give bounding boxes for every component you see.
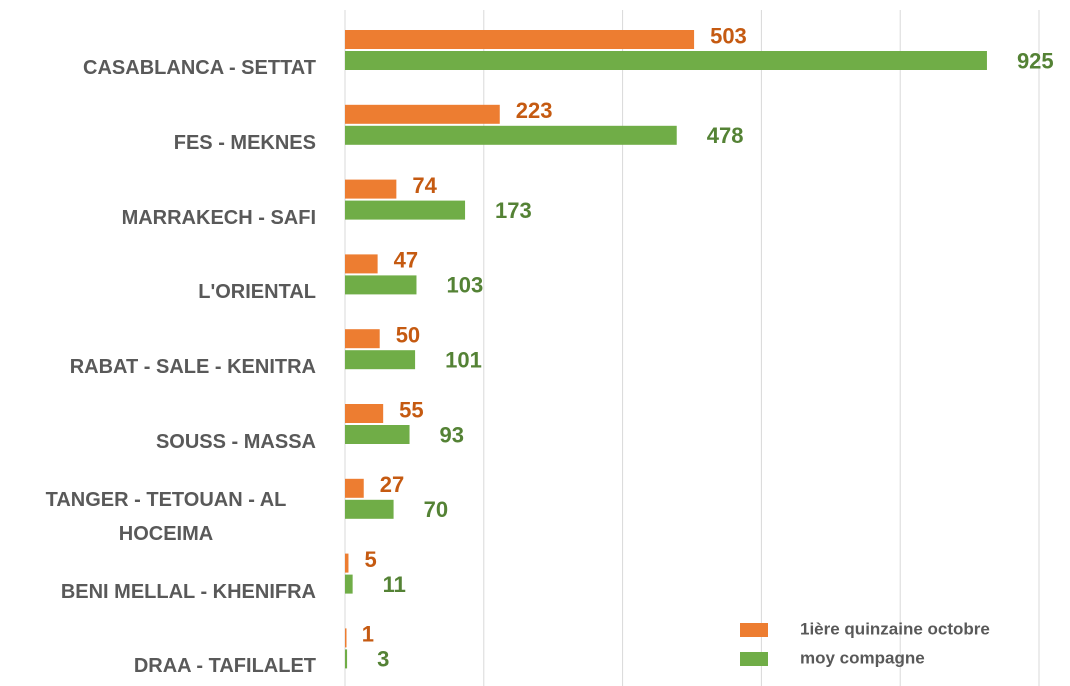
value-label: 103 xyxy=(446,273,483,298)
legend-label: 1ière quinzaine octobre xyxy=(800,619,990,638)
value-label: 27 xyxy=(380,472,404,497)
category-text: BENI MELLAL - KHENIFRA xyxy=(60,580,316,603)
bar xyxy=(345,104,500,124)
category-text: MARRAKECH - SAFI xyxy=(121,206,316,229)
bar xyxy=(345,329,380,349)
value-label: 503 xyxy=(710,23,747,48)
category-label: TANGER - TETOUAN - AL HOCEIMA xyxy=(0,487,316,547)
category-text: DRAA - TAFILALET xyxy=(133,655,316,678)
category-text: FES - MEKNES xyxy=(173,131,316,154)
value-label: 1 xyxy=(362,622,374,647)
value-label: 50 xyxy=(396,323,420,348)
value-label: 5 xyxy=(364,547,376,572)
value-label: 11 xyxy=(383,572,406,597)
category-label: DRAA - TAFILALET xyxy=(0,636,316,686)
category-text: CASABLANCA - SETTAT xyxy=(83,57,316,79)
category-text: RABAT - SALE - KENITRA xyxy=(69,356,316,379)
value-label: 173 xyxy=(495,198,532,223)
category-label: L'ORIENTAL xyxy=(0,262,316,322)
bar xyxy=(345,30,695,49)
bar xyxy=(345,628,347,648)
value-label: 47 xyxy=(394,248,418,273)
value-label: 74 xyxy=(412,173,437,198)
category-label: CASABLANCA - SETTAT xyxy=(0,38,316,98)
bar xyxy=(345,425,410,444)
bar xyxy=(345,254,378,274)
value-label: 3 xyxy=(377,647,389,672)
value-label: 55 xyxy=(399,397,423,422)
bar xyxy=(345,350,416,370)
bar xyxy=(345,649,348,669)
value-label: 925 xyxy=(1017,48,1054,73)
value-label: 70 xyxy=(424,497,448,522)
bar xyxy=(345,499,394,519)
bar xyxy=(345,574,353,594)
bar xyxy=(345,125,677,145)
value-label: 101 xyxy=(445,348,482,373)
legend-swatch xyxy=(740,652,768,666)
bar xyxy=(345,404,384,423)
legend-label: moy compagne xyxy=(800,648,925,667)
bar xyxy=(345,553,349,573)
category-label: SOUSS - MASSA xyxy=(0,412,316,472)
category-label: FES - MEKNES xyxy=(0,113,316,173)
value-label: 93 xyxy=(440,422,464,447)
category-text: SOUSS - MASSA xyxy=(155,431,316,453)
bar xyxy=(345,275,417,295)
bar xyxy=(345,478,364,498)
category-label: BENI MELLAL - KHENIFRA xyxy=(0,562,316,622)
value-label: 478 xyxy=(707,123,744,148)
category-text: TANGER - TETOUAN - AL HOCEIMA xyxy=(45,488,287,545)
bar xyxy=(345,51,987,70)
legend-swatch xyxy=(740,623,768,637)
value-label: 223 xyxy=(516,98,553,123)
bar xyxy=(345,179,397,199)
category-label: RABAT - SALE - KENITRA xyxy=(0,337,316,397)
category-text: L'ORIENTAL xyxy=(198,281,316,304)
bar xyxy=(345,200,466,220)
category-label: MARRAKECH - SAFI xyxy=(0,188,316,248)
